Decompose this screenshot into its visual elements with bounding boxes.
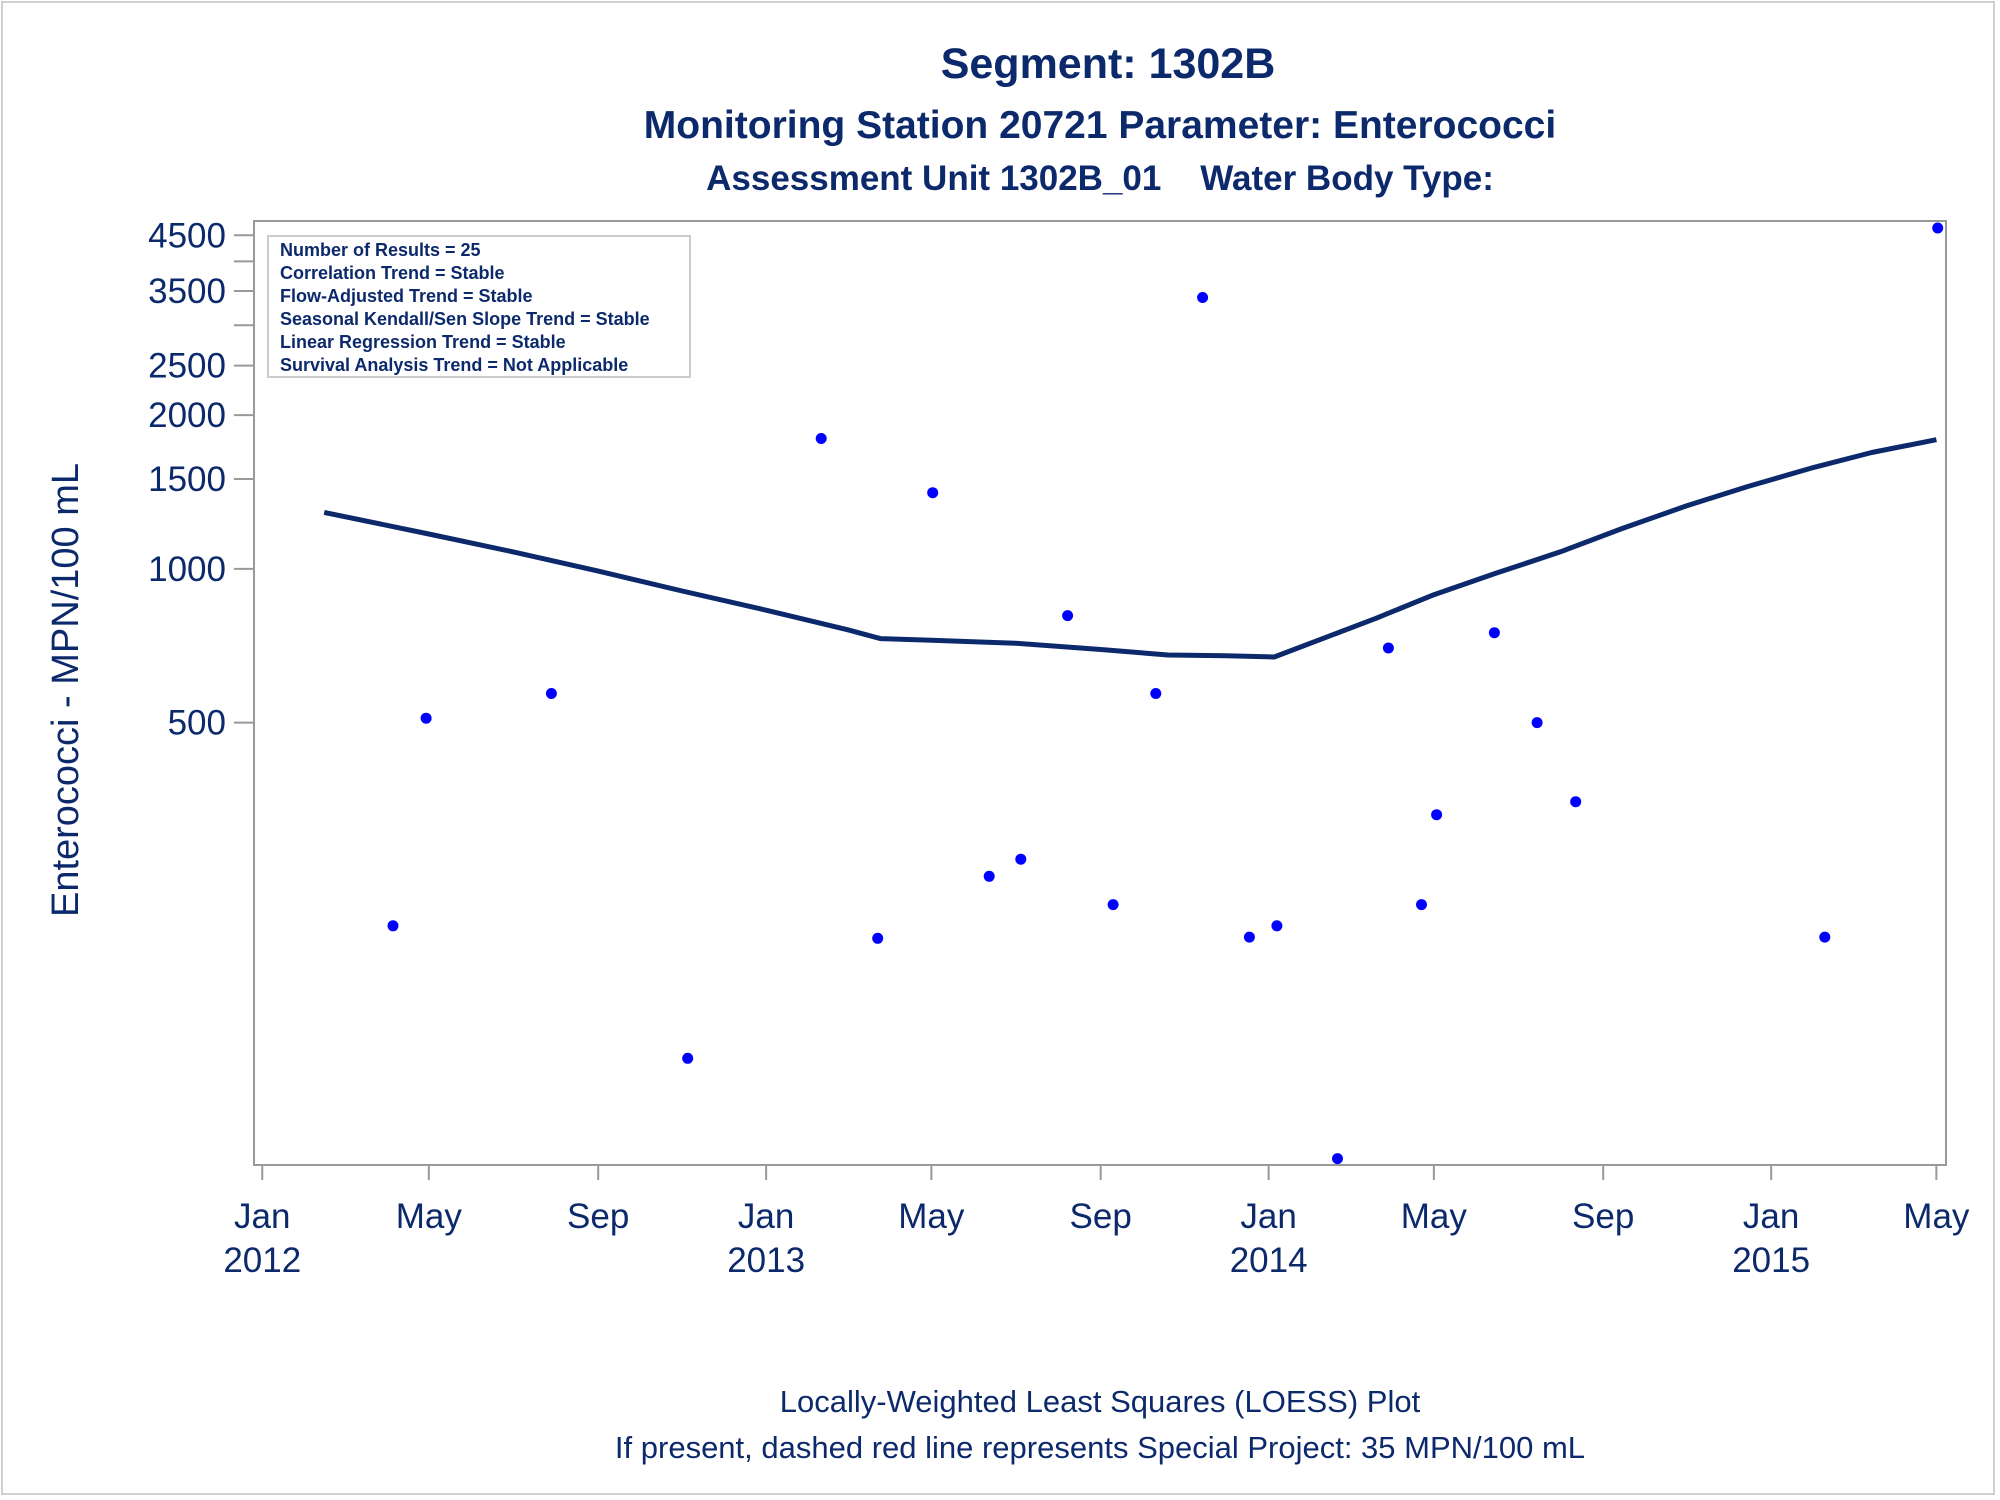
data-point: [1107, 899, 1119, 911]
x-tick-month: Jan: [234, 1197, 290, 1236]
data-point: [927, 487, 939, 499]
data-point: [1243, 931, 1255, 943]
footnote-2: If present, dashed red line represents S…: [615, 1430, 1585, 1465]
stats-box-border: [267, 235, 691, 378]
data-point: [1488, 627, 1500, 639]
stat-line: Number of Results = 25: [280, 240, 481, 260]
x-tick-month: May: [1401, 1197, 1468, 1236]
y-tick-label: 3500: [148, 272, 226, 311]
y-tick-label: 500: [168, 704, 226, 743]
x-tick-year: 2013: [727, 1241, 805, 1280]
data-point: [387, 920, 399, 932]
y-axis: 500 1000 1500 2000 2500 3500 4500: [148, 216, 254, 743]
stat-line: Survival Analysis Trend = Not Applicable: [280, 355, 628, 375]
data-point: [1932, 222, 1944, 234]
data-point: [1015, 853, 1027, 865]
x-tick-month: Jan: [1743, 1197, 1799, 1236]
x-axis: Jan 2012 May Sep Jan 2013 May Sep Jan 2014 May Sep J…: [223, 1164, 1970, 1280]
data-point: [1382, 642, 1394, 654]
loess-line: [323, 437, 1937, 660]
x-tick-year: 2012: [223, 1241, 301, 1280]
stats-box: Number of Results = 25 Correlation Trend…: [267, 235, 691, 378]
y-tick-label: 2000: [148, 396, 226, 435]
data-point: [1570, 796, 1582, 808]
x-tick-month: Sep: [1070, 1197, 1132, 1236]
data-point: [1531, 717, 1543, 729]
data-point: [420, 712, 432, 724]
x-tick-month: Sep: [567, 1197, 629, 1236]
data-point: [1150, 688, 1162, 699]
chart-subtitle-2: Assessment Unit 1302B_01 Water Body Type…: [706, 159, 1494, 198]
stat-line: Flow-Adjusted Trend = Stable: [280, 286, 533, 306]
data-point: [545, 688, 557, 699]
x-tick-year: 2014: [1230, 1241, 1308, 1280]
x-tick-month: Jan: [738, 1197, 794, 1236]
x-tick-month: May: [396, 1197, 463, 1236]
data-point: [983, 870, 995, 882]
data-point: [1271, 920, 1283, 932]
data-point: [1197, 292, 1209, 303]
data-point: [1332, 1153, 1343, 1165]
y-tick-label: 4500: [148, 216, 226, 255]
x-tick-month: Sep: [1572, 1197, 1634, 1236]
stat-line: Linear Regression Trend = Stable: [280, 332, 566, 352]
x-tick-month: Jan: [1240, 1197, 1296, 1236]
data-point: [872, 932, 884, 944]
footnote-1: Locally-Weighted Least Squares (LOESS) P…: [780, 1384, 1421, 1419]
data-point: [815, 433, 827, 444]
data-point: [1062, 610, 1074, 622]
stat-line: Seasonal Kendall/Sen Slope Trend = Stabl…: [280, 309, 650, 329]
chart-subtitle: Monitoring Station 20721 Parameter: Ente…: [644, 104, 1556, 147]
x-tick-year: 2015: [1732, 1241, 1810, 1280]
x-tick-month: May: [1903, 1197, 1970, 1236]
stat-line: Correlation Trend = Stable: [280, 263, 505, 283]
data-point: [1431, 809, 1443, 821]
y-tick-label: 1000: [148, 550, 226, 589]
y-axis-label: Enterococci - MPN/100 mL: [45, 463, 87, 917]
data-point: [1416, 899, 1427, 911]
x-tick-month: May: [898, 1197, 965, 1236]
data-point: [1819, 931, 1831, 943]
chart-title: Segment: 1302B: [941, 40, 1276, 88]
y-tick-label: 2500: [148, 347, 226, 386]
data-point: [682, 1052, 694, 1064]
y-tick-label: 1500: [148, 460, 226, 499]
